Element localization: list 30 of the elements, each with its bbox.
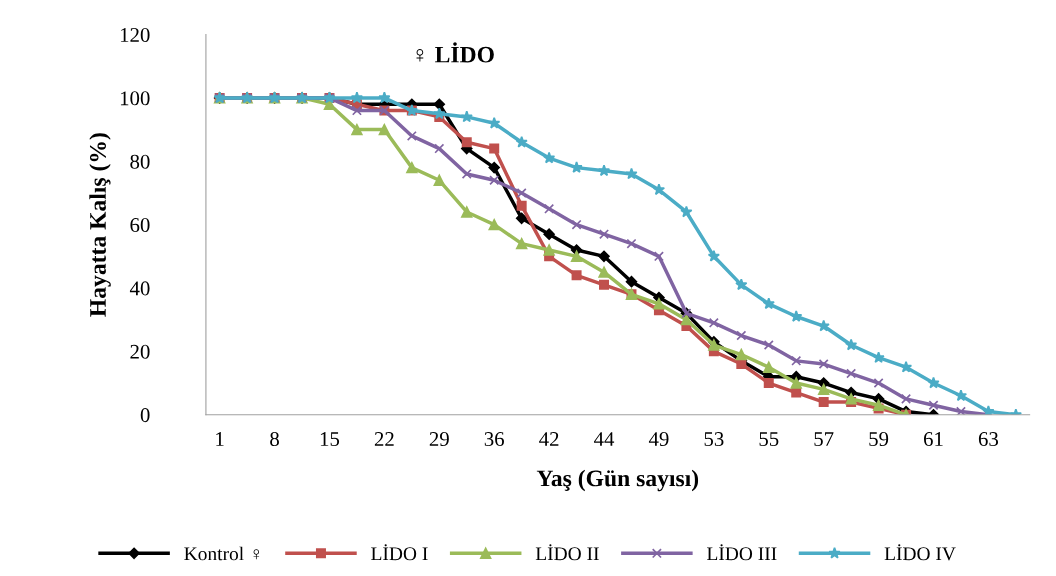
y-tick-label: 80 — [130, 154, 150, 169]
x-tick-label: 44 — [594, 432, 615, 446]
y-tick-label: 40 — [129, 281, 150, 296]
x-tick-label: 8 — [270, 431, 279, 447]
x-tick-label: 29 — [429, 432, 449, 447]
x-tick-label: 36 — [484, 432, 504, 447]
legend-label: LİDO I — [371, 544, 428, 561]
x-tick-label: 59 — [869, 432, 889, 447]
y-tick-label: 20 — [130, 344, 150, 359]
x-tick-label: 61 — [923, 432, 943, 447]
x-tick-label: 1 — [216, 432, 224, 446]
y-tick-label: 60 — [130, 218, 150, 233]
legend-label: LİDO II — [535, 544, 599, 561]
y-tick-label: 100 — [120, 91, 150, 106]
x-tick-label: 53 — [704, 432, 724, 447]
legend-label: LİDO IV — [884, 544, 956, 561]
legend-label: Kontrol ♀ — [184, 546, 260, 561]
y-tick-label: 120 — [120, 27, 150, 42]
y-tick-label: 0 — [140, 408, 150, 423]
x-axis-title: Yaş (Gün sayısı) — [536, 469, 699, 492]
x-tick-label: 55 — [759, 432, 779, 447]
x-tick-label: 63 — [978, 432, 999, 447]
x-tick-label: 22 — [374, 432, 394, 446]
x-tick-label: 49 — [648, 432, 669, 447]
y-axis-title: Hayatta Kalış (%) — [89, 133, 111, 317]
legend-label: LİDO III — [707, 544, 777, 561]
x-tick-label: 15 — [320, 432, 340, 447]
chart-title: ♀ LİDO — [416, 42, 494, 63]
x-tick-label: 42 — [539, 432, 559, 446]
x-tick-label: 57 — [814, 432, 834, 447]
